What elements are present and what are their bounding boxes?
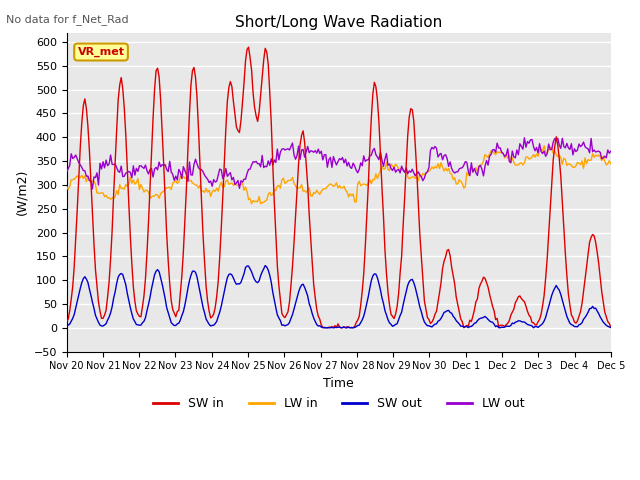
- Legend: SW in, LW in, SW out, LW out: SW in, LW in, SW out, LW out: [148, 393, 530, 416]
- Text: No data for f_Net_Rad: No data for f_Net_Rad: [6, 14, 129, 25]
- Title: Short/Long Wave Radiation: Short/Long Wave Radiation: [235, 15, 442, 30]
- Y-axis label: (W/m2): (W/m2): [15, 169, 28, 215]
- Text: VR_met: VR_met: [77, 47, 125, 57]
- X-axis label: Time: Time: [323, 377, 354, 390]
